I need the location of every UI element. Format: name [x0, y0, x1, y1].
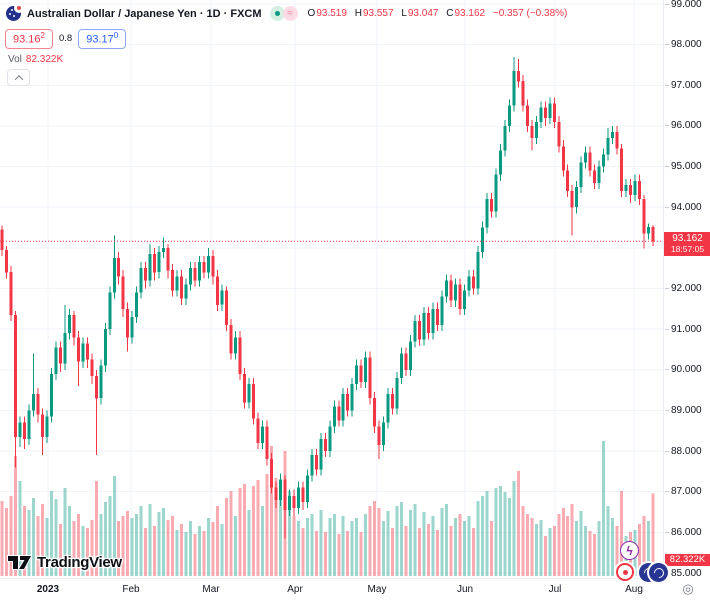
price-axis-label: 99.000 — [665, 0, 702, 10]
price-axis-label: 87.000 — [665, 486, 702, 498]
time-axis-label: Apr — [287, 584, 303, 595]
price-axis[interactable]: 99.000 98.000 97.000 96.000 95.000 94.000 92.0… — [663, 0, 710, 579]
high-label: H — [354, 8, 362, 19]
last-price-badge: 93.162 18:57:05 — [664, 232, 710, 257]
tradingview-logo-icon — [7, 555, 32, 570]
price-axis-label: 97.000 — [665, 79, 702, 91]
price-axis-label: 90.000 — [665, 364, 702, 376]
legend-collapse-button[interactable] — [7, 69, 30, 86]
time-axis-label: Jun — [456, 584, 474, 595]
lightning-bolt-icon: ϟ — [626, 543, 633, 558]
time-axis-label: Mar — [202, 584, 220, 595]
axis-corner — [663, 578, 710, 600]
time-axis-label: 2023 — [36, 584, 60, 595]
low-value: 93.047 — [407, 8, 439, 19]
ask-button[interactable]: 93.170 — [78, 29, 127, 49]
high-value: 93.557 — [362, 8, 394, 19]
market-status-chips[interactable]: ≈ — [269, 6, 298, 21]
price-axis-label: 88.000 — [665, 445, 702, 457]
record-dot-icon — [616, 563, 634, 581]
moon-icon — [649, 563, 668, 582]
volume-label: Vol — [8, 54, 22, 65]
price-axis-label: 98.000 — [665, 39, 702, 51]
price-axis-label: 89.000 — [665, 404, 702, 416]
open-value: 93.519 — [316, 8, 347, 19]
grid-layer — [0, 0, 663, 578]
price-axis-label: 85.000 — [665, 567, 702, 579]
price-axis-label: 96.000 — [665, 120, 702, 132]
price-scale-settings-icon[interactable]: ◎ — [682, 581, 694, 596]
time-axis-label: May — [367, 584, 387, 595]
volume-layer — [0, 441, 655, 576]
close-value: 93.162 — [454, 8, 486, 19]
ohlc-readout: O93.519 H93.557 L93.047 C93.162 −0.357 (… — [308, 8, 568, 19]
volume-readout: Vol 82.322K — [8, 54, 63, 65]
symbol-title[interactable]: Australian Dollar / Japanese Yen · 1D · … — [27, 7, 262, 20]
price-axis-label: 94.000 — [665, 201, 702, 213]
chart-pane[interactable] — [0, 0, 663, 578]
price-axis-label: 86.000 — [665, 526, 702, 538]
bar-countdown: 18:57:05 — [670, 244, 705, 255]
close-label: C — [446, 8, 454, 19]
spread-value: 0.8 — [58, 33, 73, 45]
bid-button[interactable]: 93.162 — [5, 29, 53, 49]
change-value: −0.357 (−0.38%) — [492, 8, 568, 19]
approx-equal-icon: ≈ — [282, 6, 298, 21]
market-open-dot-icon — [269, 6, 285, 21]
symbol-flag-icon[interactable] — [6, 4, 23, 21]
last-price-value: 93.162 — [672, 233, 703, 245]
candles-layer — [0, 56, 655, 539]
price-axis-label: 95.000 — [665, 161, 702, 173]
lightning-trade-button[interactable]: ϟ — [620, 541, 639, 560]
price-axis-label: 91.000 — [665, 323, 702, 335]
open-label: O — [307, 8, 316, 19]
chevron-up-icon — [14, 74, 23, 84]
price-axis-label: 92.000 — [665, 283, 702, 294]
time-axis-label: Aug — [625, 584, 643, 595]
time-axis-label: Feb — [122, 584, 140, 595]
time-axis-label: Jul — [548, 584, 562, 595]
volume-value-badge: 82.322K — [665, 554, 710, 566]
tradingview-logo[interactable]: TradingView — [7, 552, 122, 572]
time-axis[interactable]: 2023 Feb Mar Apr May Jun Jul Aug — [0, 578, 663, 600]
low-label: L — [401, 8, 407, 19]
volume-value: 82.322K — [25, 54, 64, 65]
tradingview-logo-text: TradingView — [37, 553, 122, 571]
